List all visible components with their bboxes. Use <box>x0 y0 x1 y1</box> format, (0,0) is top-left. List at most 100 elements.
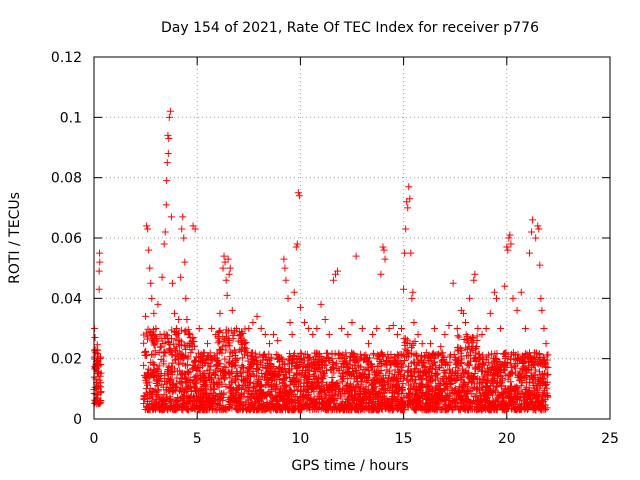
roti-dense-point <box>301 357 309 365</box>
roti-dense-point <box>430 406 438 414</box>
roti-dense-point <box>415 373 423 381</box>
roti-point <box>505 234 513 242</box>
roti-dense-point <box>91 347 99 355</box>
roti-dense-point <box>493 372 501 380</box>
roti-dense-point <box>533 392 541 400</box>
roti-dense-point <box>285 366 293 374</box>
roti-dense-point <box>257 382 265 390</box>
roti-dense-point <box>367 361 375 369</box>
roti-dense-point <box>413 361 421 369</box>
roti-dense-point <box>514 354 522 362</box>
roti-point <box>204 340 212 348</box>
roti-dense-point <box>535 404 543 412</box>
roti-dense-point <box>177 371 185 379</box>
roti-dense-point <box>505 372 513 380</box>
roti-dense-point <box>437 349 445 357</box>
roti-dense-point <box>361 371 369 379</box>
roti-dense-point <box>323 398 331 406</box>
roti-dense-point <box>395 390 403 398</box>
roti-dense-point <box>204 372 212 380</box>
roti-dense-point <box>500 366 508 374</box>
roti-dense-point <box>347 371 355 379</box>
roti-dense-point <box>382 404 390 412</box>
roti-dense-point <box>448 372 456 380</box>
roti-point <box>95 285 103 293</box>
roti-dense-point <box>439 398 447 406</box>
roti-dense-point <box>201 391 209 399</box>
roti-point <box>418 340 426 348</box>
roti-dense-point <box>485 359 493 367</box>
roti-dense-point <box>441 386 449 394</box>
roti-point <box>97 379 105 387</box>
roti-dense-point <box>209 378 217 386</box>
roti-dense-point <box>309 361 317 369</box>
roti-dense-point <box>253 392 261 400</box>
roti-dense-point <box>239 377 247 385</box>
roti-dense-point <box>157 343 165 351</box>
roti-dense-point <box>265 380 273 388</box>
roti-dense-point <box>165 346 173 354</box>
roti-dense-point <box>328 378 336 386</box>
roti-dense-point <box>400 401 408 409</box>
roti-point <box>403 198 411 206</box>
roti-dense-point <box>263 403 271 411</box>
roti-dense-point <box>431 405 439 413</box>
roti-dense-point <box>412 365 420 373</box>
roti-dense-point <box>157 405 165 413</box>
roti-point <box>329 276 337 284</box>
roti-dense-point <box>433 369 441 377</box>
roti-dense-point <box>446 378 454 386</box>
roti-dense-point <box>363 389 371 397</box>
roti-dense-point <box>386 360 394 368</box>
roti-dense-point <box>291 378 299 386</box>
roti-dense-point <box>500 389 508 397</box>
roti-point <box>97 388 105 396</box>
x-tick-label: 5 <box>193 431 202 447</box>
roti-dense-point <box>183 367 191 375</box>
roti-dense-point <box>385 400 393 408</box>
roti-dense-point <box>464 352 472 360</box>
roti-dense-point <box>226 384 234 392</box>
roti-dense-point <box>220 373 228 381</box>
roti-dense-point <box>182 327 190 335</box>
roti-dense-point <box>435 364 443 372</box>
roti-dense-point <box>205 397 213 405</box>
roti-dense-point <box>170 340 178 348</box>
roti-dense-point <box>303 385 311 393</box>
roti-dense-point <box>290 356 298 364</box>
x-tick-labels: 0 5 10 15 20 25 <box>90 431 619 447</box>
roti-dense-point <box>306 354 314 361</box>
roti-dense-point <box>202 385 210 393</box>
roti-dense-point <box>289 406 297 414</box>
roti-point <box>147 279 155 287</box>
roti-dense-point <box>212 406 220 414</box>
roti-dense-point <box>440 380 448 388</box>
roti-dense-point <box>291 362 299 370</box>
roti-dense-point <box>427 382 435 390</box>
roti-dense-point <box>208 402 216 410</box>
roti-dense-point <box>277 385 285 393</box>
roti-dense-point <box>299 363 307 371</box>
roti-dense-point <box>187 393 195 401</box>
roti-dense-point <box>172 356 180 364</box>
roti-dense-point <box>396 406 404 414</box>
roti-dense-point <box>398 363 406 371</box>
roti-dense-point <box>217 394 225 402</box>
roti-dense-point <box>281 403 289 411</box>
roti-point <box>94 397 102 405</box>
roti-dense-point <box>474 397 482 405</box>
roti-point <box>249 318 257 326</box>
roti-point <box>408 294 416 302</box>
roti-dense-point <box>247 403 255 411</box>
roti-dense-point <box>172 403 180 411</box>
roti-dense-point <box>425 404 433 412</box>
roti-dense-point <box>258 369 266 377</box>
roti-dense-point <box>244 381 252 389</box>
roti-dense-point <box>451 369 459 377</box>
roti-dense-point <box>399 397 407 405</box>
roti-dense-point <box>439 349 447 357</box>
roti-dense-point <box>183 398 191 406</box>
roti-dense-point <box>493 357 501 365</box>
roti-dense-point <box>140 361 148 369</box>
